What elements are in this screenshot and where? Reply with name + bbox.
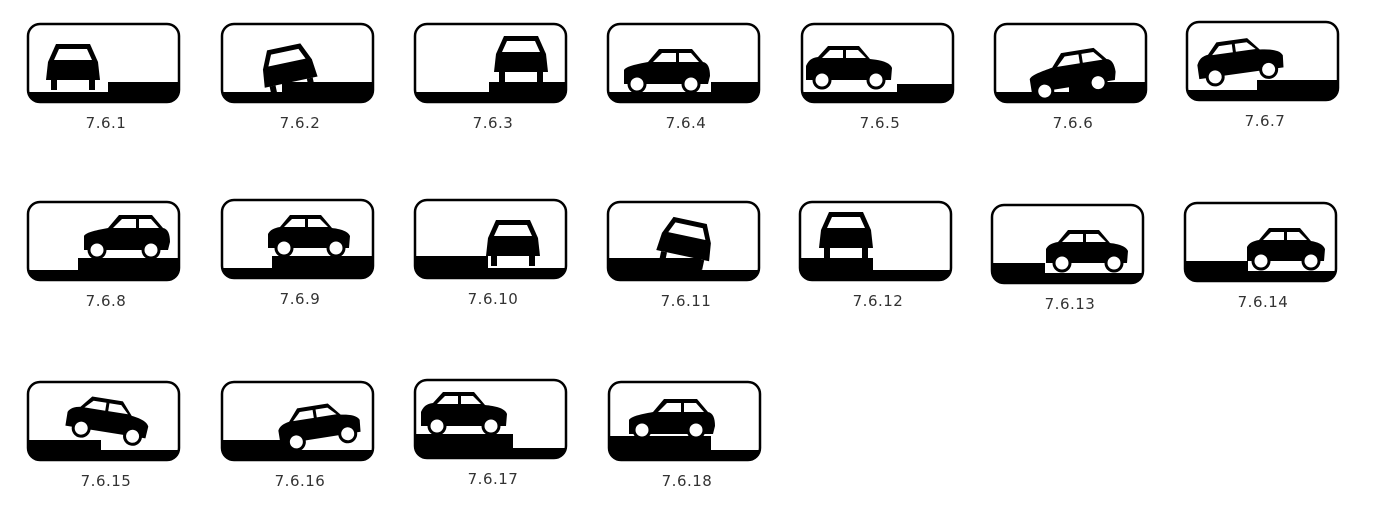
- sign-label: 7.6.17: [467, 470, 519, 488]
- car-front-tilted-curb-left-icon: [606, 200, 761, 282]
- sign-label: 7.6.18: [661, 472, 713, 490]
- car-front-on-sidewalk-left-icon: [798, 200, 953, 282]
- car-side-on-raised-left-alt-icon: [607, 380, 762, 462]
- car-front-curb-right-icon: [26, 22, 181, 104]
- car-front-on-sidewalk-icon: [413, 22, 568, 104]
- sign-label: 7.6.5: [859, 114, 901, 132]
- sign-label: 7.6.4: [665, 114, 707, 132]
- sign-label: 7.6.3: [472, 114, 514, 132]
- car-side-tilted-curb-left-icon: [26, 380, 181, 462]
- sign-label: 7.6.15: [80, 472, 132, 490]
- car-front-curb-left-icon: [413, 198, 568, 280]
- car-side-rear-on-curb-icon: [1185, 20, 1340, 102]
- sign-label: 7.6.7: [1244, 112, 1286, 130]
- car-side-curb-right-short-icon: [800, 22, 955, 104]
- sign-label: 7.6.11: [660, 292, 712, 310]
- car-side-half-on-curb-icon: [993, 22, 1148, 104]
- car-front-tilted-on-curb-icon: [220, 22, 375, 104]
- sign-label: 7.6.1: [85, 114, 127, 132]
- car-side-on-sidewalk-icon: [26, 200, 181, 282]
- car-side-tilted-curb-left-rear-icon: [220, 380, 375, 462]
- sign-label: 7.6.16: [274, 472, 326, 490]
- sign-label: 7.6.8: [85, 292, 127, 310]
- sign-label: 7.6.9: [279, 290, 321, 308]
- sign-label: 7.6.10: [467, 290, 519, 308]
- sign-label: 7.6.14: [1237, 293, 1289, 311]
- car-side-curb-left-far-icon: [1183, 201, 1338, 283]
- sign-label: 7.6.6: [1052, 114, 1094, 132]
- car-side-curb-left-icon: [990, 203, 1145, 285]
- car-side-on-raised-left-icon: [413, 378, 568, 460]
- car-side-on-sidewalk-left-icon: [220, 198, 375, 280]
- sign-label: 7.6.12: [852, 292, 904, 310]
- car-side-curb-right-icon: [606, 22, 761, 104]
- sign-label: 7.6.13: [1044, 295, 1096, 313]
- sign-label: 7.6.2: [279, 114, 321, 132]
